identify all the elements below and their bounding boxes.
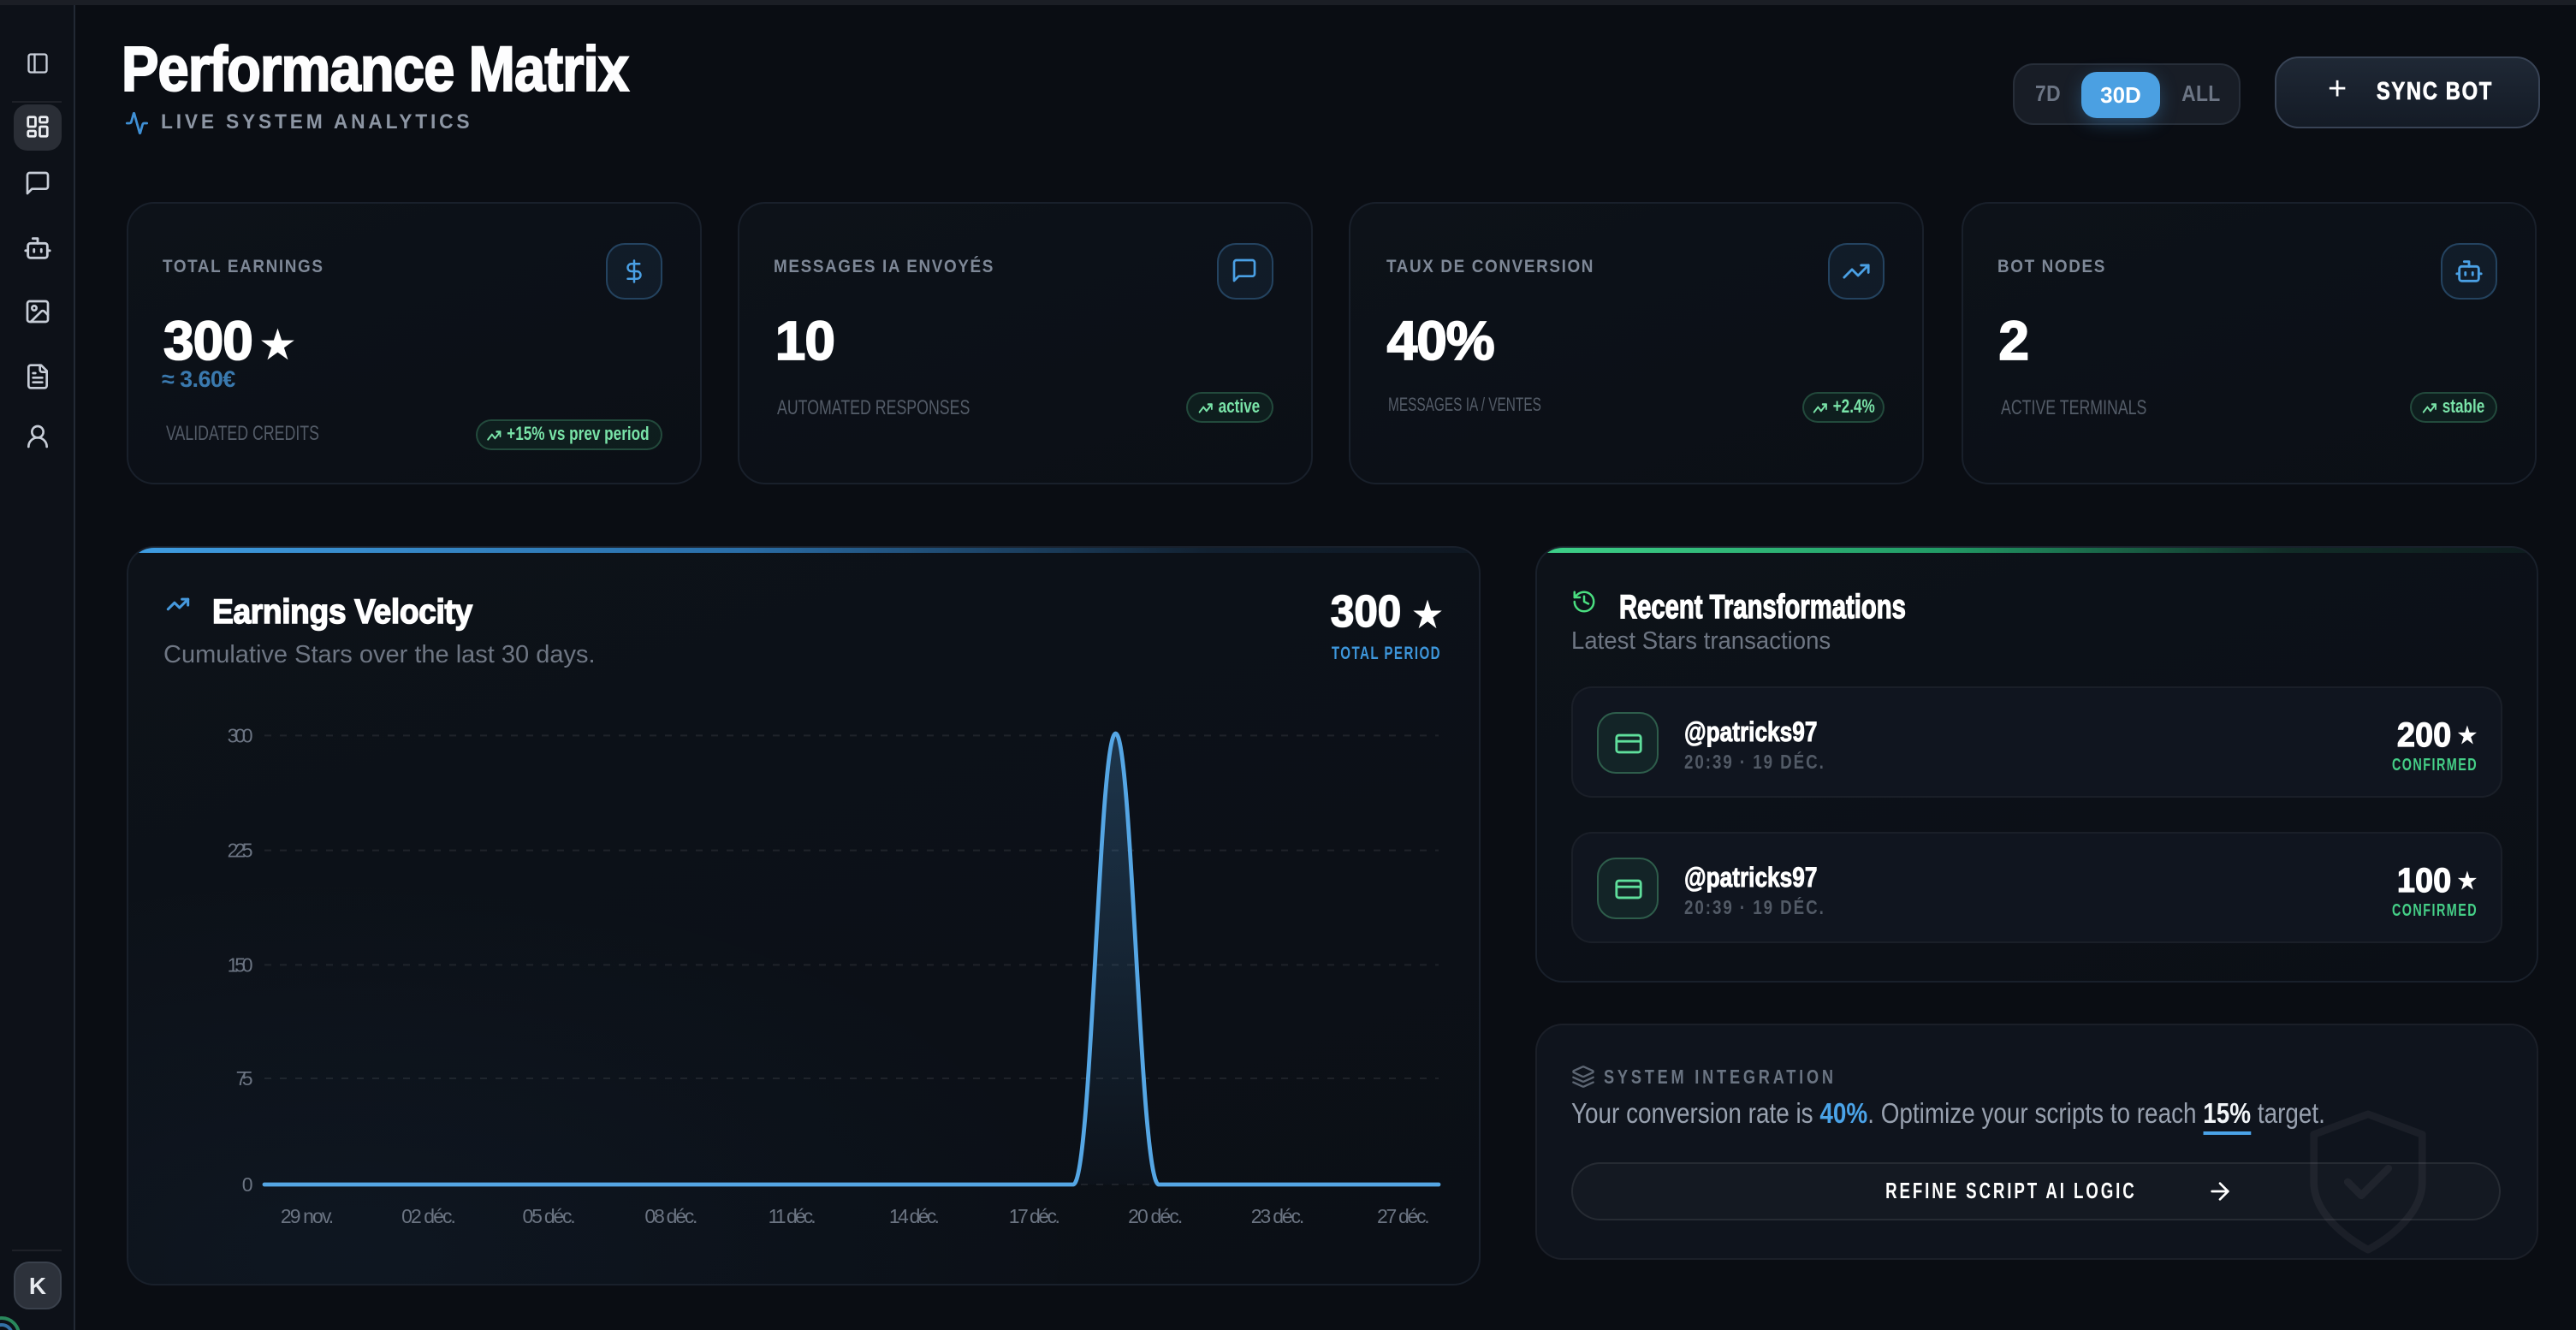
svg-text:0: 0 bbox=[241, 1173, 252, 1196]
svg-text:17 déc.: 17 déc. bbox=[1008, 1205, 1059, 1227]
svg-text:150: 150 bbox=[227, 953, 252, 976]
svg-text:29 nov.: 29 nov. bbox=[280, 1205, 333, 1227]
svg-text:300: 300 bbox=[227, 724, 252, 746]
svg-text:05 déc.: 05 déc. bbox=[522, 1205, 575, 1227]
svg-text:08 déc.: 08 déc. bbox=[644, 1205, 697, 1227]
svg-text:02 déc.: 02 déc. bbox=[401, 1205, 455, 1227]
svg-text:23 déc.: 23 déc. bbox=[1250, 1205, 1304, 1227]
svg-text:27 déc.: 27 déc. bbox=[1376, 1205, 1429, 1227]
svg-text:20 déc.: 20 déc. bbox=[1127, 1205, 1182, 1227]
svg-text:225: 225 bbox=[227, 840, 252, 862]
svg-text:11 déc.: 11 déc. bbox=[768, 1205, 816, 1227]
svg-text:75: 75 bbox=[235, 1067, 252, 1090]
svg-text:14 déc.: 14 déc. bbox=[888, 1205, 939, 1227]
